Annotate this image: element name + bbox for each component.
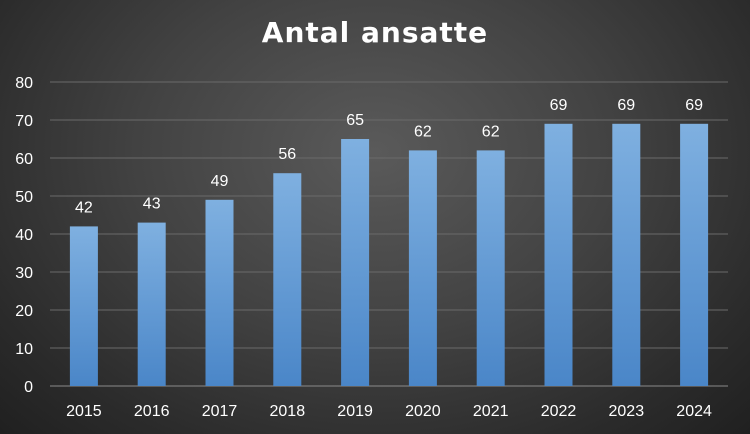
bar <box>680 123 709 387</box>
x-tick-label: 2016 <box>134 403 170 420</box>
data-label: 62 <box>482 123 500 140</box>
x-tick-label: 2015 <box>66 403 102 420</box>
x-tick-label: 2024 <box>676 403 712 420</box>
y-tick-label: 30 <box>15 265 33 282</box>
x-tick-label: 2018 <box>270 403 306 420</box>
data-label: 69 <box>617 97 635 114</box>
y-tick-label: 80 <box>15 75 33 92</box>
y-tick-label: 20 <box>15 303 33 320</box>
data-label: 69 <box>685 97 703 114</box>
data-label: 69 <box>550 97 568 114</box>
bar <box>273 173 302 386</box>
data-label: 43 <box>143 196 161 213</box>
y-tick-label: 40 <box>15 227 33 244</box>
bar <box>544 123 573 387</box>
x-tick-label: 2022 <box>541 403 577 420</box>
bar <box>408 150 437 386</box>
bar <box>69 226 98 386</box>
x-tick-label: 2023 <box>609 403 645 420</box>
bar <box>137 222 166 386</box>
x-tick-label: 2017 <box>202 403 238 420</box>
bar <box>205 199 234 386</box>
data-label: 65 <box>346 112 364 129</box>
data-label: 42 <box>75 199 93 216</box>
x-tick-label: 2021 <box>473 403 509 420</box>
y-tick-label: 0 <box>24 379 33 396</box>
y-tick-label: 50 <box>15 189 33 206</box>
y-tick-label: 10 <box>15 341 33 358</box>
bar <box>341 139 370 386</box>
data-label: 56 <box>278 146 296 163</box>
x-tick-label: 2020 <box>405 403 441 420</box>
y-tick-label: 60 <box>15 151 33 168</box>
bar <box>476 150 505 386</box>
bar <box>612 123 641 387</box>
y-tick-label: 70 <box>15 113 33 130</box>
x-tick-label: 2019 <box>337 403 373 420</box>
chart-title: Antal ansatte <box>261 16 489 49</box>
data-label: 49 <box>211 173 229 190</box>
data-label: 62 <box>414 123 432 140</box>
